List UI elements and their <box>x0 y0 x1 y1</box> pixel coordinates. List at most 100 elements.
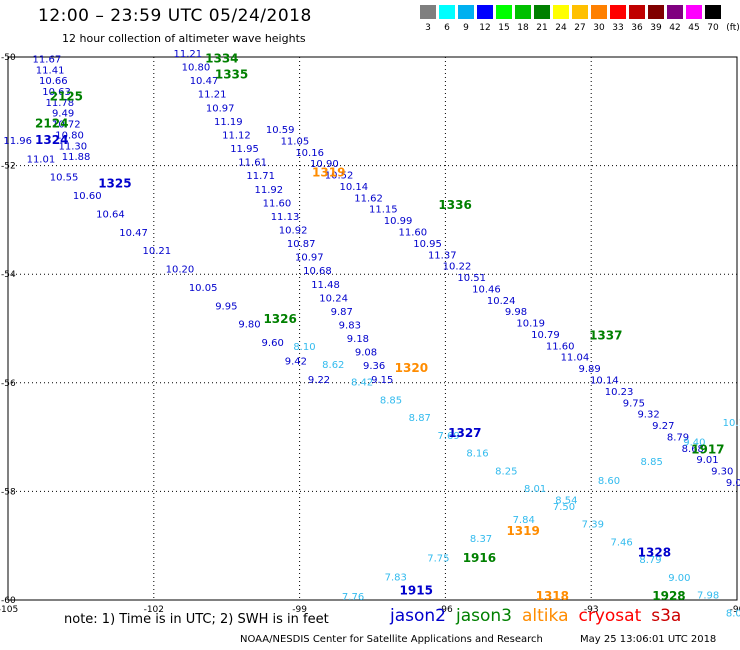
track-D-swh-value: 11.04 <box>561 353 590 364</box>
legend-label-12: 12 <box>479 23 491 33</box>
track-D-swh-value: 10.22 <box>443 262 472 273</box>
legend-label-9: 9 <box>463 23 469 33</box>
track-F-swh-value: 7.84 <box>513 515 535 526</box>
legend-swatch-6 <box>439 5 455 19</box>
track-C-swh-value: 11.21 <box>173 49 202 60</box>
track-C-swh-value: 10.92 <box>279 225 308 236</box>
track-E-swh-value: 7.98 <box>697 591 719 602</box>
pass-time-label: 1334 <box>205 51 238 65</box>
legend-swatch-27 <box>572 5 588 19</box>
track-F-swh-value: 10.11 <box>723 418 740 429</box>
satellite-legend: jason2 jason3 altika cryosat s3a <box>390 606 691 626</box>
legend-label-15: 15 <box>498 23 510 33</box>
track-D-swh-value: 11.37 <box>428 250 457 261</box>
track-B-swh-value: 9.80 <box>238 320 260 331</box>
lat-tick-label: -50 <box>1 53 16 63</box>
track-B-swh-value: 10.05 <box>189 283 218 294</box>
track-E-swh-value: 8.25 <box>495 466 517 477</box>
track-A-swh-value: 11.30 <box>58 141 87 152</box>
track-B-swh-value: 10.20 <box>166 265 195 276</box>
track-D-swh-value: 10.24 <box>487 296 516 307</box>
generated-timestamp: May 25 13:06:01 UTC 2018 <box>580 634 717 645</box>
pass-time-label: 2125 <box>50 89 83 103</box>
satellite-altika: altika <box>522 606 569 626</box>
pass-time-label: 1915 <box>400 584 433 598</box>
track-E-swh-value: 8.10 <box>293 342 315 353</box>
track-C-swh-value: 10.24 <box>319 293 348 304</box>
track-C-swh-value: 11.71 <box>246 171 275 182</box>
pass-time-label: 1917 <box>691 442 724 456</box>
pass-time-label: 1319 <box>312 165 345 179</box>
track-B-swh-value: 9.42 <box>285 356 307 367</box>
credit-text: NOAA/NESDIS Center for Satellite Applica… <box>240 634 543 645</box>
pass-time-label: 1326 <box>263 312 296 326</box>
track-C-swh-value: 11.19 <box>214 117 243 128</box>
track-C-swh-value: 11.12 <box>222 130 251 141</box>
track-F-swh-value: 8.85 <box>641 457 663 468</box>
pass-time-label: 1327 <box>448 426 481 440</box>
track-A-swh-value: 10.63 <box>42 87 71 98</box>
track-D-swh-value: 9.75 <box>623 398 645 409</box>
track-D-swh-value: 10.16 <box>295 148 324 159</box>
track-E-swh-value: 8.01 <box>524 484 546 495</box>
legend-label-30: 30 <box>593 23 605 33</box>
track-C-swh-value: 11.48 <box>311 280 340 291</box>
track-C-swh-value: 9.83 <box>339 321 361 332</box>
track-F-swh-value: 7.76 <box>342 592 364 603</box>
lon-tick-label: -90 <box>730 605 740 615</box>
track-C-swh-value: 9.18 <box>347 334 369 345</box>
track-D-swh-value: 9.98 <box>505 307 527 318</box>
track-C-swh-value: 10.47 <box>190 76 219 87</box>
track-D-swh-value: 10.14 <box>590 376 619 387</box>
legend-label-33: 33 <box>612 23 624 33</box>
map-frame <box>7 56 738 601</box>
track-D-swh-value: 10.46 <box>472 284 501 295</box>
track-D-swh-value: 11.60 <box>398 227 427 238</box>
satellite-s3a: s3a <box>651 606 682 626</box>
legend-swatch-45 <box>686 5 702 19</box>
track-D-swh-value: 11.62 <box>354 193 383 204</box>
pass-time-label: 1318 <box>536 589 569 603</box>
pass-time-label: 2124 <box>35 117 68 131</box>
track-D-swh-value: 9.01 <box>696 455 718 466</box>
legend-swatch-24 <box>553 5 569 19</box>
track-D-swh-value: 11.15 <box>369 205 398 216</box>
track-D-swh-value: 10.90 <box>310 159 339 170</box>
legend-label-39: 39 <box>650 23 662 33</box>
pass-time-label: 1928 <box>652 589 685 603</box>
track-B-swh-value: 10.21 <box>142 246 171 257</box>
pass-time-label: 1335 <box>215 68 248 82</box>
track-B-swh-value: 10.55 <box>50 173 79 184</box>
track-E-swh-value: 9.00 <box>668 573 690 584</box>
track-F-swh-value: 8.60 <box>598 476 620 487</box>
track-A-swh-value: 9.49 <box>52 109 74 120</box>
track-E-swh-value: 8.79 <box>639 555 661 566</box>
lon-tick-label: -102 <box>144 605 164 615</box>
legend-swatch-9 <box>458 5 474 19</box>
track-F-swh-value: 7.83 <box>385 573 407 584</box>
track-D-swh-value: 9.27 <box>652 421 674 432</box>
track-D-swh-value: 10.14 <box>340 182 369 193</box>
pass-time-label: 1336 <box>438 198 471 212</box>
track-D-swh-value: 10.99 <box>384 216 413 227</box>
track-D-swh-value: 8.68 <box>682 444 704 455</box>
track-C-swh-value: 10.97 <box>295 253 324 264</box>
legend-label-18: 18 <box>517 23 529 33</box>
lon-tick-label: -105 <box>0 605 18 615</box>
legend-swatch-21 <box>534 5 550 19</box>
lon-tick-label: -96 <box>438 605 453 615</box>
track-C-swh-value: 9.87 <box>331 307 353 318</box>
track-D-swh-value: 9.30 <box>711 467 733 478</box>
track-E-swh-value: 8.85 <box>380 395 402 406</box>
track-D-swh-value: 10.95 <box>413 239 442 250</box>
legend-label-45: 45 <box>688 23 700 33</box>
track-D-swh-value: 9.89 <box>578 364 600 375</box>
pass-time-label: 1328 <box>638 546 671 560</box>
lon-tick-label: -93 <box>584 605 599 615</box>
track-C-swh-value: 11.13 <box>271 212 300 223</box>
track-B-swh-value: 9.95 <box>215 301 237 312</box>
satellite-cryosat: cryosat <box>578 606 642 626</box>
legend-label-27: 27 <box>574 23 586 33</box>
track-D-swh-value: 9.06 <box>726 478 740 489</box>
